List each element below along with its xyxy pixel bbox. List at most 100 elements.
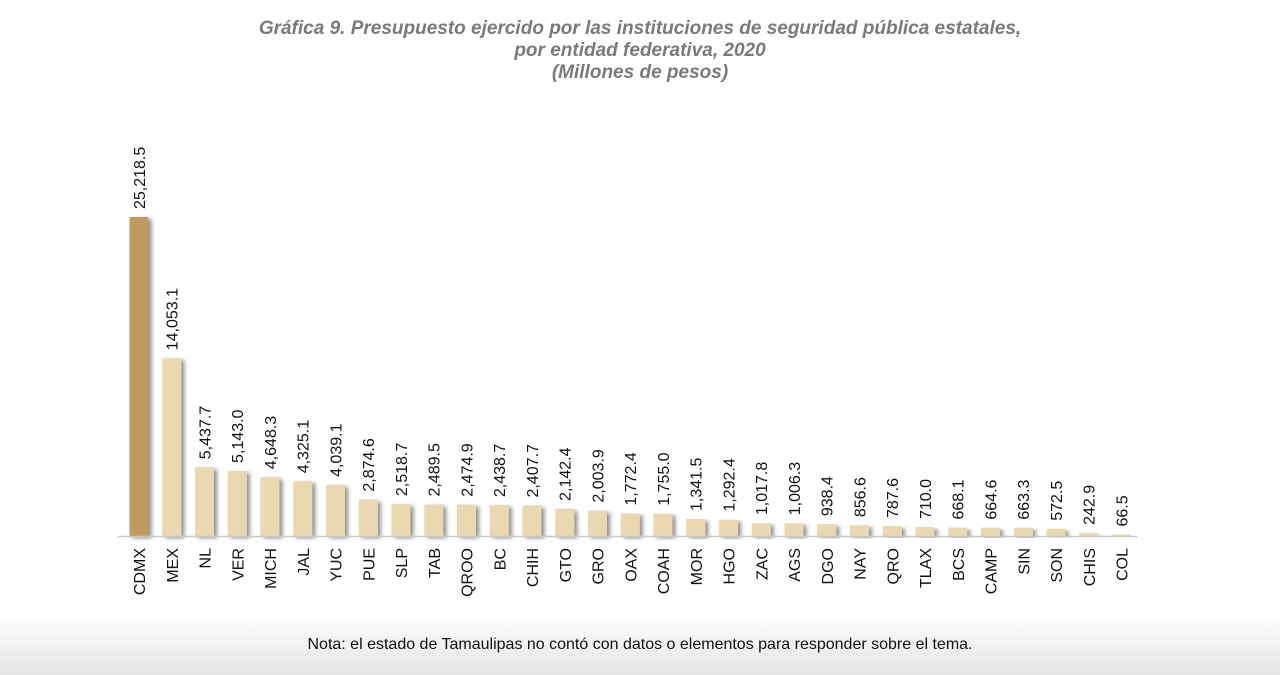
data-label-mor: 1,341.5 <box>689 458 706 511</box>
data-labels: 25,218.5 14,053.1 5,437.7 5,143.0 4,648.3 4,3… <box>132 147 1132 527</box>
data-label-bc: 2,438.7 <box>492 444 509 497</box>
data-label-nl: 5,437.7 <box>198 406 215 459</box>
bar-qro <box>882 526 902 536</box>
bar-ags <box>784 523 804 536</box>
category-label-nay: NAY <box>853 548 870 580</box>
bar-zac <box>751 523 771 536</box>
category-label-pue: PUE <box>361 548 378 581</box>
bar-tab <box>424 504 444 536</box>
category-label-gto: GTO <box>558 548 575 582</box>
category-label-cdmx: CDMX <box>132 548 149 595</box>
category-label-ver: VER <box>230 548 247 581</box>
bottom-shade <box>0 615 1280 675</box>
bar-cdmx <box>129 217 149 536</box>
data-label-gto: 2,142.4 <box>558 447 575 500</box>
bar-pue <box>358 499 378 536</box>
category-label-mex: MEX <box>165 548 182 583</box>
category-label-bcs: BCS <box>951 548 968 581</box>
category-label-zac: ZAC <box>754 548 771 580</box>
category-label-camp: CAMP <box>984 548 1001 594</box>
category-label-ags: AGS <box>787 548 804 582</box>
data-label-coah: 1,755.0 <box>656 452 673 505</box>
data-label-chis: 242.9 <box>1082 485 1099 525</box>
data-label-slp: 2,518.7 <box>394 443 411 496</box>
bar-slp <box>391 504 411 536</box>
category-label-tlax: TLAX <box>918 548 935 588</box>
bar-tlax <box>915 527 935 536</box>
bar-gto <box>555 508 575 536</box>
bar-yuc <box>326 484 345 536</box>
data-label-zac: 1,017.8 <box>754 462 771 515</box>
category-label-chis: CHIS <box>1082 548 1099 586</box>
bar-bcs <box>948 527 968 536</box>
category-label-slp: SLP <box>394 548 411 578</box>
bar-col <box>1112 534 1131 536</box>
data-label-dgo: 938.4 <box>820 476 837 516</box>
category-label-tab: TAB <box>427 548 444 578</box>
category-label-jal: JAL <box>296 548 313 576</box>
bar-son <box>1046 528 1066 536</box>
data-label-nay: 856.6 <box>853 477 870 517</box>
bar-qroo <box>457 504 476 536</box>
category-label-hgo: HGO <box>722 548 739 584</box>
chart-subtitle: (Millones de pesos) <box>551 62 729 83</box>
bar-jal <box>293 481 313 536</box>
data-label-sin: 663.3 <box>1016 479 1033 519</box>
chart-title-block: Gráfica 9. Presupuesto ejercido por las … <box>0 18 1280 84</box>
bar-bc <box>489 505 509 536</box>
data-label-ver: 5,143.0 <box>230 409 247 462</box>
chart-note: Nota: el estado de Tamaulipas no contó c… <box>307 636 973 653</box>
data-label-yuc: 4,039.1 <box>329 423 346 476</box>
category-label-qroo: QROO <box>460 548 477 597</box>
data-label-mich: 4,648.3 <box>263 416 280 469</box>
data-label-tab: 2,489.5 <box>427 443 444 496</box>
category-label-chih: CHIH <box>525 548 542 587</box>
bar-oax <box>620 513 640 536</box>
bar-mich <box>260 477 280 536</box>
bar-nay <box>850 525 869 536</box>
category-label-gro: GRO <box>591 548 608 584</box>
data-label-hgo: 1,292.4 <box>722 458 739 511</box>
data-label-col: 66.5 <box>1115 495 1132 526</box>
bar-gro <box>588 510 607 536</box>
bar-hgo <box>719 519 738 536</box>
data-label-cdmx: 25,218.5 <box>132 147 149 209</box>
data-label-jal: 4,325.1 <box>296 420 313 473</box>
data-label-oax: 1,772.4 <box>623 452 640 505</box>
data-label-tlax: 710.0 <box>918 479 935 519</box>
chart-title-line2: por entidad federativa, 2020 <box>514 40 766 61</box>
data-label-qroo: 2,474.9 <box>460 443 477 496</box>
bar-sin <box>1013 527 1033 536</box>
data-label-son: 572.5 <box>1049 481 1066 521</box>
category-label-sin: SIN <box>1016 548 1033 575</box>
data-label-gro: 2,003.9 <box>591 449 608 502</box>
data-label-ags: 1,006.3 <box>787 462 804 515</box>
category-label-coah: COAH <box>656 548 673 594</box>
category-label-bc: BC <box>492 548 509 570</box>
bar-dgo <box>817 524 837 536</box>
bar-chis <box>1079 532 1099 536</box>
chart-title: Gráfica 9. Presupuesto ejercido por las … <box>258 18 1022 39</box>
category-label-yuc: YUC <box>329 548 346 582</box>
category-labels: CDMX MEX NL VER MICH JAL YUC PUE SLP TAB QROO BC CHI… <box>132 548 1132 597</box>
bar-chih <box>522 505 542 536</box>
category-label-oax: OAX <box>623 548 640 582</box>
data-label-mex: 14,053.1 <box>165 288 182 350</box>
data-label-pue: 2,874.6 <box>361 438 378 491</box>
category-label-dgo: DGO <box>820 548 837 584</box>
bar-coah <box>653 513 673 536</box>
data-label-chih: 2,407.7 <box>525 444 542 497</box>
data-label-qro: 787.6 <box>885 478 902 518</box>
bars <box>129 217 1131 536</box>
data-label-bcs: 668.1 <box>951 479 968 519</box>
bar-camp <box>981 527 1000 536</box>
category-label-mor: MOR <box>689 548 706 585</box>
category-label-qro: QRO <box>885 548 902 584</box>
category-label-son: SON <box>1049 548 1066 583</box>
bar-mor <box>686 519 706 536</box>
bar-ver <box>227 470 247 536</box>
bar-nl <box>195 467 214 536</box>
category-label-mich: MICH <box>263 548 280 589</box>
bar-mex <box>162 358 182 536</box>
